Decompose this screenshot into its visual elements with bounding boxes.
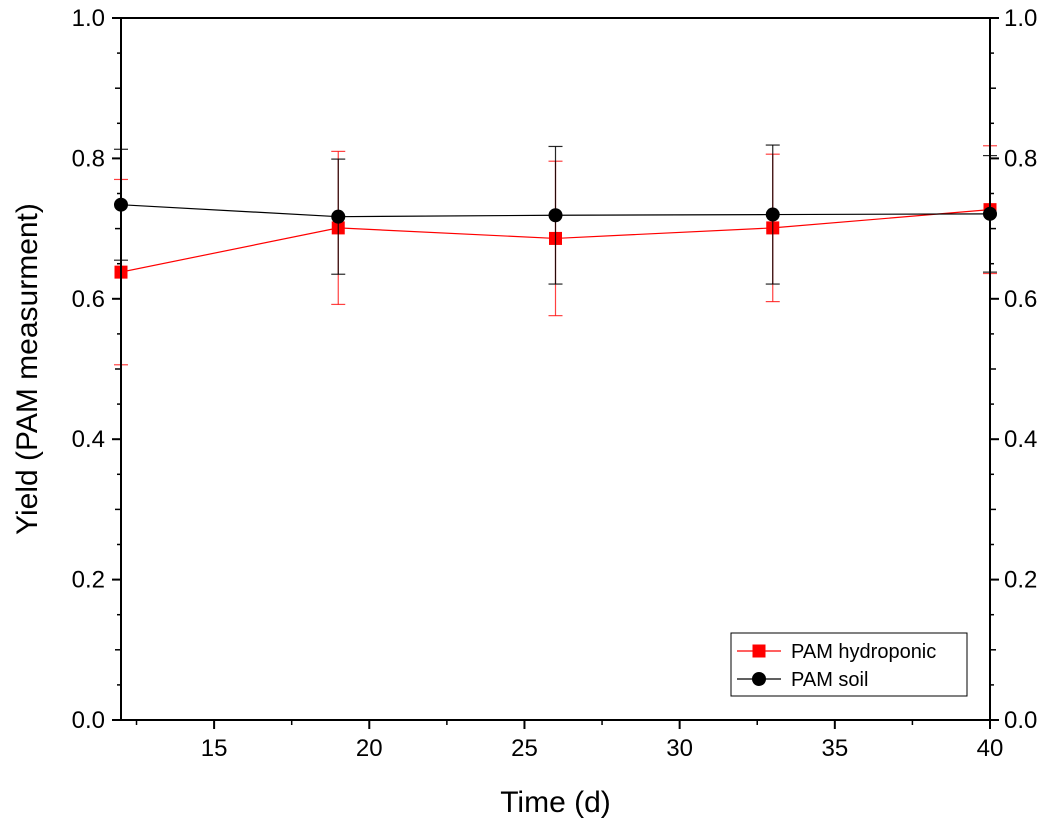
y-tick-label-left: 0.6 — [72, 286, 105, 313]
legend-label: PAM soil — [791, 669, 868, 691]
y-tick-label-left: 0.8 — [72, 145, 105, 172]
data-point — [765, 207, 780, 222]
x-tick-label: 20 — [356, 735, 383, 762]
ticks-layer: 15 20 25 30 35 400.0 0.00.2 0.20.4 0.40.6 0.60.8 0… — [72, 5, 1038, 762]
y-tick-label-right: 1.0 — [1004, 5, 1037, 32]
y-tick-label-right: 0.8 — [1004, 145, 1037, 172]
plot-frame — [120, 17, 991, 721]
legend-label: PAM hydroponic — [791, 641, 936, 663]
legend: PAM hydroponic PAM soil — [730, 632, 968, 697]
y-tick-label-right: 0.6 — [1004, 286, 1037, 313]
x-tick-label: 35 — [821, 735, 848, 762]
data-point — [548, 208, 563, 223]
y-tick-label-right: 0.0 — [1004, 707, 1037, 734]
legend-item: PAM soil — [737, 669, 868, 691]
legend-box — [730, 632, 968, 697]
x-tick-label: 15 — [201, 735, 228, 762]
y-tick-label-left: 0.2 — [72, 567, 105, 594]
legend-marker — [752, 644, 766, 658]
x-tick-label: 30 — [666, 735, 693, 762]
series-1 — [114, 144, 997, 285]
x-tick-label: 40 — [977, 735, 1004, 762]
y-axis-title: Yield (PAM measurment) — [11, 203, 44, 535]
y-tick-label-left: 0.0 — [72, 707, 105, 734]
data-point — [331, 209, 346, 224]
x-axis-title: Time (d) — [500, 786, 611, 819]
y-tick-label-right: 0.4 — [1004, 426, 1037, 453]
y-tick-label-left: 0.4 — [72, 426, 105, 453]
legend-item: PAM hydroponic — [737, 641, 936, 663]
y-tick-label-left: 1.0 — [72, 5, 105, 32]
legend-items: PAM hydroponic PAM soil — [737, 641, 936, 691]
x-tick-label: 25 — [511, 735, 538, 762]
series-layer — [114, 144, 997, 366]
legend-marker — [752, 672, 766, 686]
y-tick-label-right: 0.2 — [1004, 567, 1037, 594]
